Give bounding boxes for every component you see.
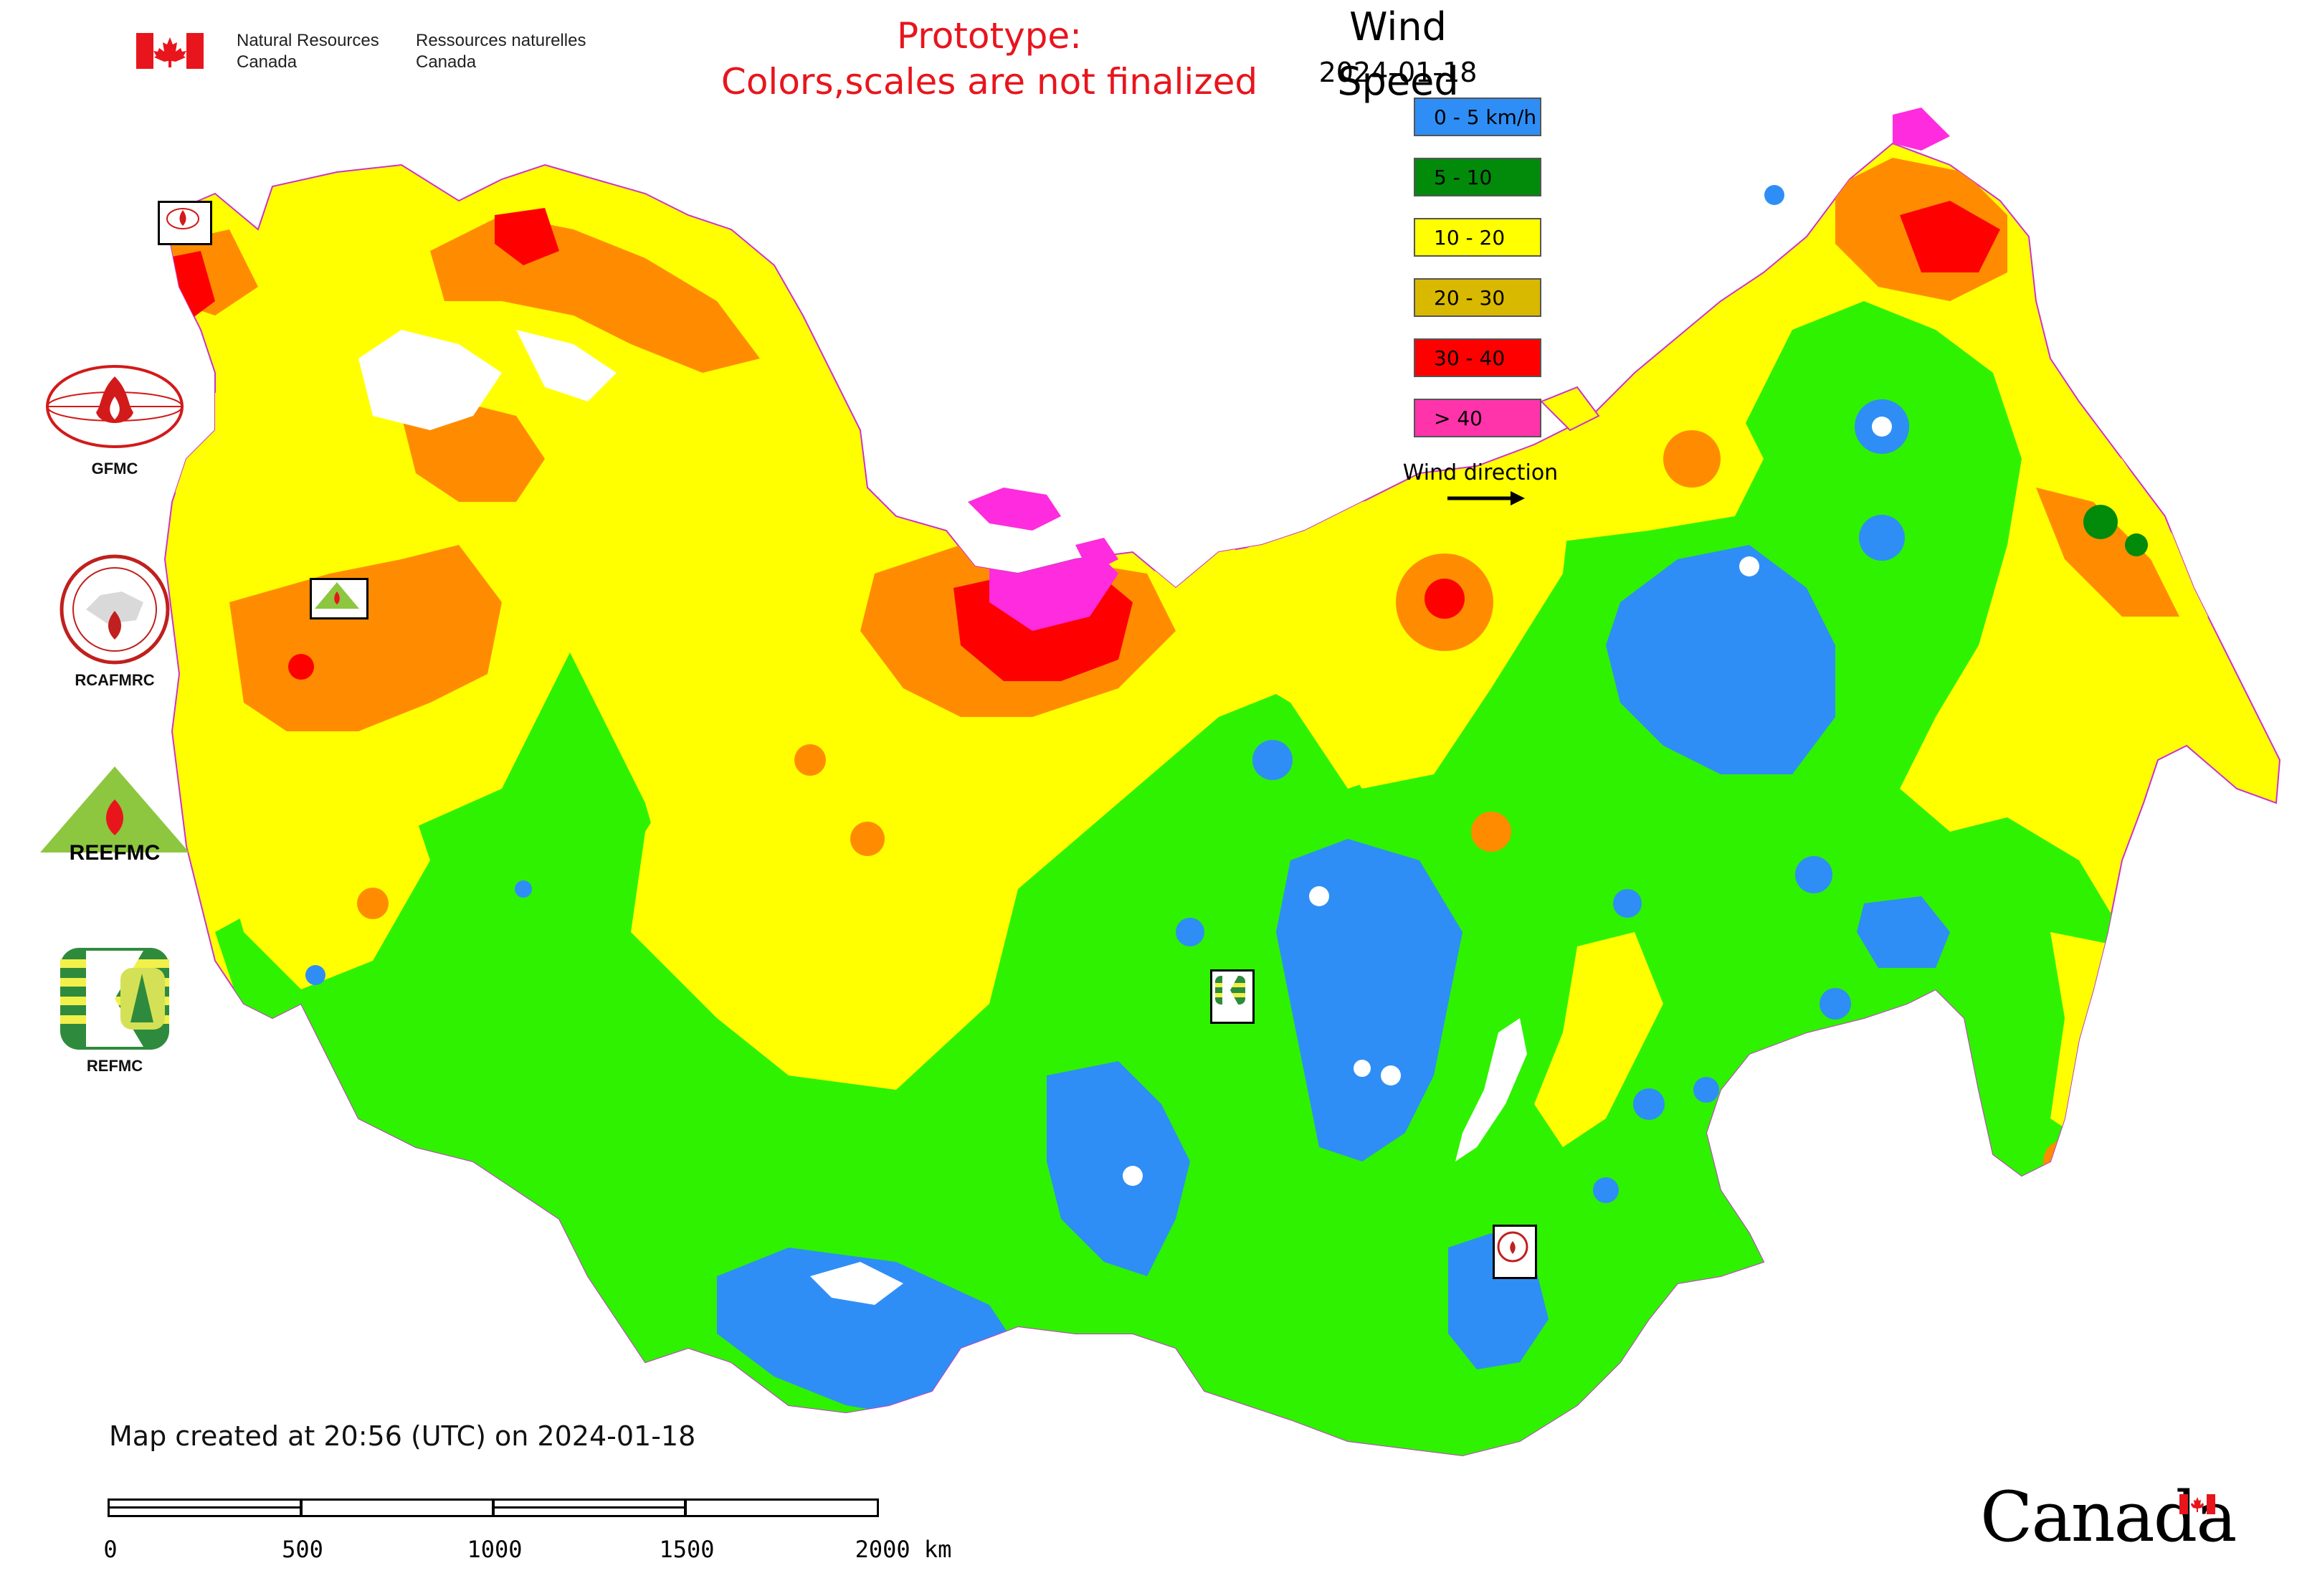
legend-label: 5 - 10 <box>1434 165 1493 189</box>
wind-direction-label: Wind direction <box>1402 460 1559 485</box>
legend-label: > 40 <box>1434 406 1483 430</box>
rcafmrc-marker-icon <box>1497 1231 1528 1263</box>
reefmc-logo: REEFMC <box>36 764 194 871</box>
reefmc-marker-icon <box>315 582 359 609</box>
legend-item-30-40: 30 - 40 <box>1414 338 1541 377</box>
reefmc-logo-icon: REEFMC <box>40 766 189 865</box>
scale-tick-1000: 1000 <box>467 1536 523 1563</box>
canada-wordmark: Canada <box>1980 1477 2237 1557</box>
scale-tick-0: 0 <box>103 1536 118 1563</box>
right-arrow-icon <box>1447 491 1525 505</box>
scale-bar: 0 500 1000 1500 2000 km <box>103 1498 968 1577</box>
legend-label: 20 - 30 <box>1434 285 1506 310</box>
legend-item-0-5: 0 - 5 km/h <box>1414 98 1541 136</box>
zone-0-5 <box>1276 839 1462 1162</box>
org-fr-line2: Canada <box>416 52 477 72</box>
prototype-line2: Colors,scales are not finalized <box>720 61 1258 103</box>
gfmc-map-marker[interactable] <box>158 201 212 245</box>
refmc-label: REFMC <box>86 1057 143 1075</box>
org-en-line2: Canada <box>237 52 298 72</box>
org-en-line1: Natural Resources <box>237 31 379 50</box>
refmc-logo: REFMC <box>36 945 194 1075</box>
gfmc-logo-icon <box>46 365 184 448</box>
refmc-marker-icon <box>1215 976 1245 1004</box>
scale-tick-500: 500 <box>282 1536 323 1563</box>
rcafmrc-logo-icon <box>60 554 170 665</box>
refmc-logo-icon <box>60 948 169 1050</box>
legend-label: 10 - 20 <box>1434 225 1506 250</box>
scale-segment <box>684 1498 879 1517</box>
gfmc-label: GFMC <box>91 460 138 478</box>
scale-tick-2000: 2000 km <box>855 1536 952 1563</box>
legend-date: 2024-01-18 <box>1318 57 1478 88</box>
legend-label: 30 - 40 <box>1434 346 1506 370</box>
gfmc-marker-icon <box>166 208 199 229</box>
legend-item-5-10: 5 - 10 <box>1414 158 1541 196</box>
legend-item-20-30: 20 - 30 <box>1414 278 1541 317</box>
org-name-english: Natural Resources Canada <box>237 30 379 73</box>
scale-segment <box>492 1498 687 1517</box>
legend-title: Wind Speed <box>1337 4 1459 104</box>
rcafmrc-label: RCAFMRC <box>75 671 155 689</box>
rcafmrc-map-marker[interactable] <box>1493 1225 1537 1279</box>
reefmc-wordmark: REEFMC <box>70 841 161 865</box>
canada-flag-icon <box>136 33 204 69</box>
prototype-notice: Prototype: Colors,scales are not finaliz… <box>631 13 1348 105</box>
prototype-line1: Prototype: <box>896 15 1083 57</box>
scale-segment <box>108 1498 303 1517</box>
legend-label: 0 - 5 km/h <box>1434 105 1537 129</box>
map-created-timestamp: Map created at 20:56 (UTC) on 2024-01-18 <box>109 1420 696 1452</box>
legend-item-10-20: 10 - 20 <box>1414 218 1541 257</box>
nrcan-signature: Natural Resources Canada Ressources natu… <box>136 27 609 77</box>
scale-segment <box>300 1498 495 1517</box>
gfmc-logo: GFMC <box>36 362 194 478</box>
reefmc-map-marker[interactable] <box>310 578 368 619</box>
scale-tick-1500: 1500 <box>659 1536 715 1563</box>
canada-wordmark-flag-icon <box>2179 1494 2215 1514</box>
rcafmrc-logo: RCAFMRC <box>36 552 194 690</box>
refmc-map-marker[interactable] <box>1210 969 1255 1024</box>
org-fr-line1: Ressources naturelles <box>416 31 586 50</box>
legend-item-over-40: > 40 <box>1414 399 1541 437</box>
org-name-french: Ressources naturelles Canada <box>416 30 586 73</box>
